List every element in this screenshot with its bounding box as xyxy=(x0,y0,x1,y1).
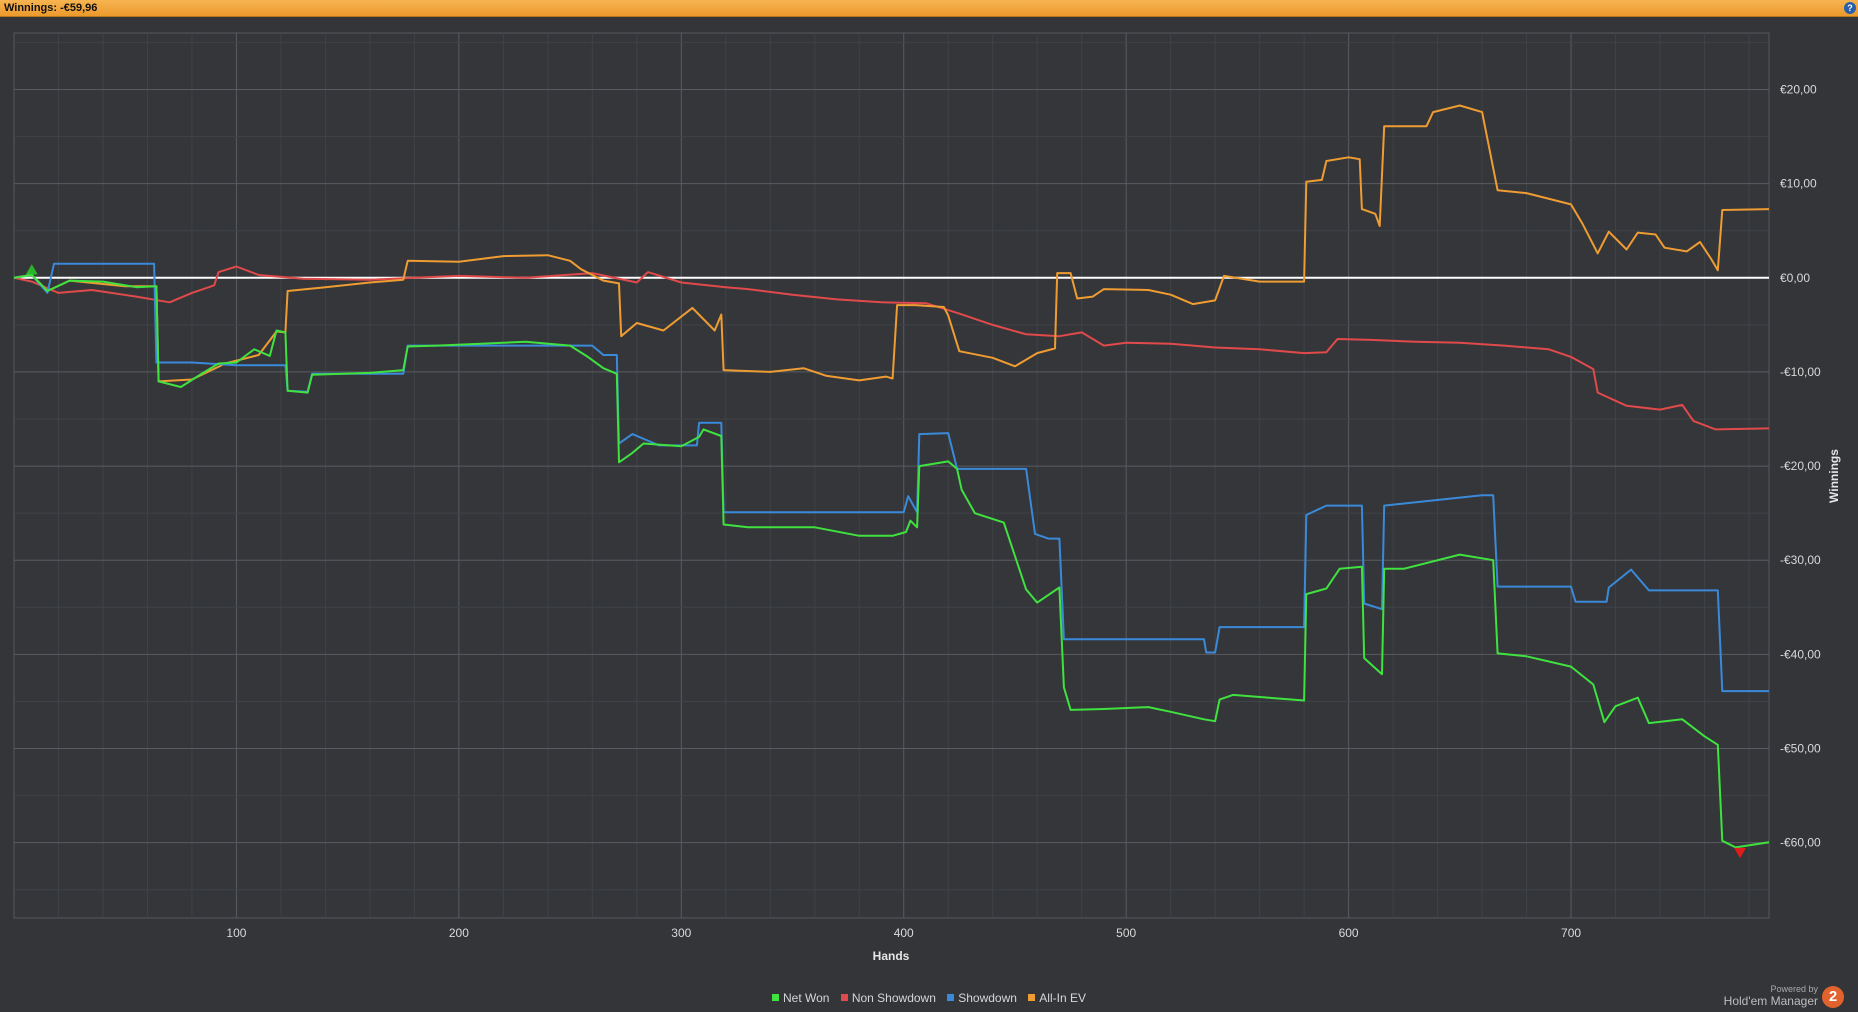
series-group xyxy=(13,104,1770,849)
grid xyxy=(14,33,1769,918)
low-marker xyxy=(1734,847,1747,859)
y-tick-label: -€50,00 xyxy=(1780,742,1821,756)
peak-marker xyxy=(25,264,38,275)
legend: Net Won Non Showdown Showdown All-In EV xyxy=(0,991,1858,1005)
x-tick-label: 200 xyxy=(449,926,469,940)
x-tick-label: 700 xyxy=(1561,926,1581,940)
marker-group xyxy=(25,264,1747,859)
y-tick-label: €0,00 xyxy=(1780,271,1810,285)
legend-swatch-non-showdown xyxy=(840,994,848,1001)
y-tick-label: -€40,00 xyxy=(1780,647,1821,661)
y-tick-label: -€30,00 xyxy=(1780,553,1821,567)
legend-item-showdown[interactable]: Showdown xyxy=(947,991,1017,1005)
y-axis-title: Winnings xyxy=(1827,449,1841,503)
y-tick-label: €20,00 xyxy=(1780,82,1817,96)
legend-item-non-showdown[interactable]: Non Showdown xyxy=(840,991,936,1005)
legend-swatch-showdown xyxy=(947,994,955,1001)
hem-logo-icon: 2 xyxy=(1822,986,1844,1008)
legend-item-all-in-ev[interactable]: All-In EV xyxy=(1028,991,1086,1005)
series-line-non-showdown xyxy=(13,265,1770,431)
winnings-title: Winnings: -€59,96 xyxy=(4,2,98,14)
branding: Powered by Hold'em Manager 2 xyxy=(1724,978,1844,1008)
x-axis-title: Hands xyxy=(873,949,910,963)
x-tick-label: 600 xyxy=(1339,926,1359,940)
y-tick-label: -€10,00 xyxy=(1780,365,1821,379)
x-axis-ticks: 100 200 300 400 500 600 700 xyxy=(226,926,1581,940)
legend-label-all-in-ev: All-In EV xyxy=(1039,991,1086,1005)
plot-area xyxy=(13,32,1770,919)
y-tick-label: €10,00 xyxy=(1780,177,1817,191)
legend-label-net-won: Net Won xyxy=(783,991,830,1005)
x-tick-label: 300 xyxy=(671,926,691,940)
x-tick-label: 500 xyxy=(1116,926,1136,940)
legend-swatch-net-won xyxy=(772,994,780,1001)
legend-item-net-won[interactable]: Net Won xyxy=(772,991,829,1005)
series-line-net-won xyxy=(13,274,1770,849)
help-icon[interactable]: ? xyxy=(1844,2,1856,14)
legend-swatch-all-in-ev xyxy=(1028,994,1036,1001)
legend-label-non-showdown: Non Showdown xyxy=(851,991,936,1005)
brand-name: Hold'em Manager xyxy=(1723,994,1818,1008)
y-axis-ticks: €20,00 €10,00 €0,00 -€10,00 -€20,00 -€30,00 -€… xyxy=(1780,82,1821,849)
y-tick-label: -€20,00 xyxy=(1780,459,1821,473)
y-tick-label: -€60,00 xyxy=(1780,836,1821,850)
legend-label-showdown: Showdown xyxy=(958,991,1017,1005)
x-tick-label: 400 xyxy=(894,926,914,940)
series-line-all-in-ev xyxy=(13,104,1770,383)
x-tick-label: 100 xyxy=(226,926,246,940)
title-bar: Winnings: -€59,96 ? xyxy=(0,0,1858,17)
powered-by-label: Powered by xyxy=(1770,984,1818,994)
